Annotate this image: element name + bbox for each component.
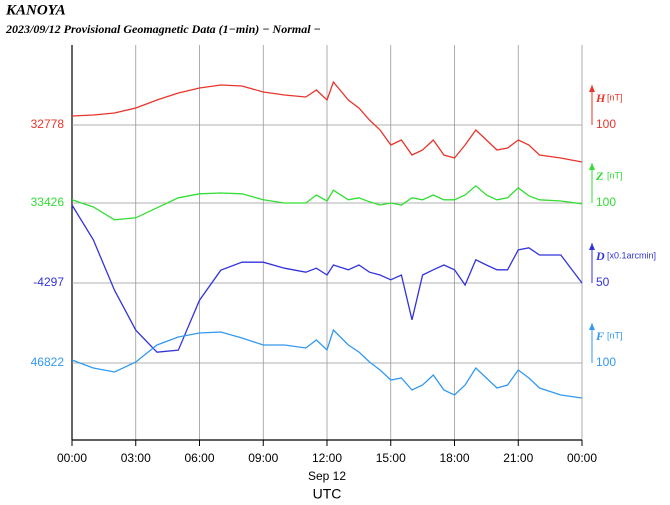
- x-tick-label: 18:00: [439, 451, 469, 465]
- scale-label: 100: [596, 355, 616, 369]
- x-date-label: Sep 12: [308, 469, 346, 483]
- series-name: Z: [595, 169, 604, 183]
- scale-arrowhead: [589, 163, 595, 170]
- x-tick-label: 21:00: [503, 451, 533, 465]
- data-line: [71, 328, 583, 399]
- series-unit: [x0.1arcmin]: [607, 250, 656, 260]
- series-unit: [nT]: [607, 330, 623, 340]
- y-tick-label: 33426: [31, 195, 65, 209]
- series-name: H: [595, 91, 606, 105]
- y-tick-label: 46822: [31, 355, 65, 369]
- series-name: D: [595, 249, 605, 263]
- x-tick-label: 03:00: [121, 451, 151, 465]
- data-line: [71, 204, 583, 353]
- x-tick-label: 00:00: [57, 451, 87, 465]
- y-tick-label: -4297: [33, 275, 64, 289]
- x-tick-label: 09:00: [248, 451, 278, 465]
- x-axis-title: UTC: [313, 486, 342, 502]
- data-line: [71, 184, 583, 221]
- chart-title: KANOYA: [5, 2, 66, 18]
- x-tick-label: 00:00: [567, 451, 597, 465]
- scale-label: 100: [596, 195, 616, 209]
- series-unit: [nT]: [607, 170, 623, 180]
- series-name: F: [595, 329, 604, 343]
- x-tick-label: 12:00: [312, 451, 342, 465]
- series-unit: [nT]: [607, 92, 623, 102]
- scale-arrowhead: [589, 323, 595, 330]
- y-tick-label: 32778: [31, 117, 65, 131]
- scale-arrowhead: [589, 85, 595, 92]
- x-tick-label: 15:00: [376, 451, 406, 465]
- scale-label: 100: [596, 117, 616, 131]
- x-tick-label: 06:00: [184, 451, 214, 465]
- data-line: [71, 80, 583, 163]
- scale-label: 50: [596, 275, 610, 289]
- chart-subtitle: 2023/09/12 Provisional Geomagnetic Data …: [5, 22, 321, 36]
- scale-arrowhead: [589, 243, 595, 250]
